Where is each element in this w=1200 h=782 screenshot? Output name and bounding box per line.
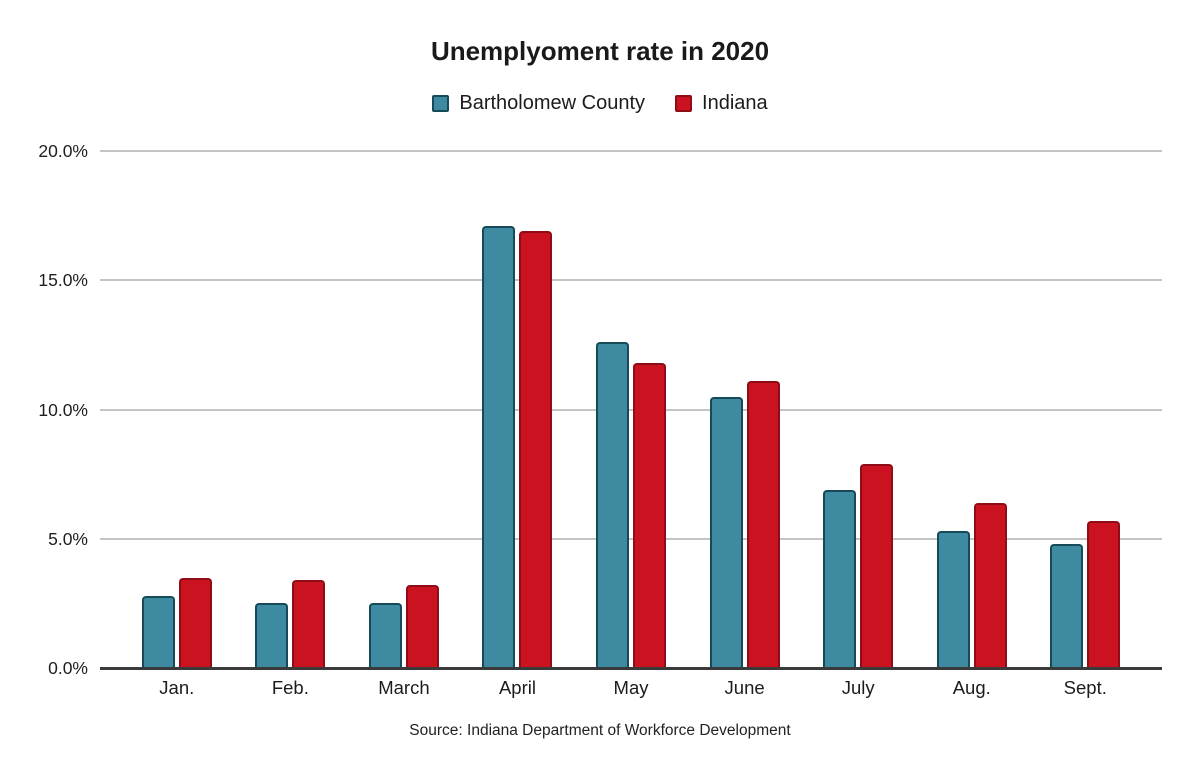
gridline-5-0 [100,537,1162,540]
legend-label-bartholomew-county: Bartholomew County [459,92,646,114]
bar-group-aug: Aug. [915,151,1029,698]
plot-area: 0.0% 5.0% 10.0% 15.0% 20.0% Jan. Feb. March Apri… [38,141,1162,698]
bar-group-july: July [801,151,915,698]
bar-bartholomew-county-jan [141,595,175,668]
bar-group-sept: Sept. [1029,151,1143,698]
bar-bartholomew-county-june [709,396,743,668]
x-axis-line [100,667,1162,670]
x-axis-label-jan: Jan. [159,677,195,698]
legend-label-indiana: Indiana [702,92,768,114]
bar-group-feb: Feb. [234,151,348,698]
bar-bartholomew-county-july [823,489,857,668]
bar-groups: Jan. Feb. March April May June July Aug. Sept. [100,151,1162,698]
x-axis-label-sept: Sept. [1063,677,1107,698]
bar-group-april: April [461,151,575,698]
y-tick-label-5-0: 5.0% [48,528,88,549]
x-axis-label-june: June [724,677,765,698]
y-tick-label-15-0: 15.0% [38,270,88,291]
x-axis-label-july: July [841,677,875,698]
bar-bartholomew-county-sept [1050,543,1084,668]
bar-indiana-aug [973,502,1007,668]
bar-bartholomew-county-april [482,225,516,668]
y-tick-label-10-0: 10.0% [38,399,88,420]
gridline-15-0 [100,279,1162,282]
bar-indiana-feb [292,580,326,668]
bar-indiana-march [405,585,439,668]
legend-swatch-bartholomew-county [432,95,450,112]
bar-group-jan: Jan. [120,151,234,698]
gridline-10-0 [100,408,1162,411]
chart-title: Unemplyoment rate in 2020 [430,36,770,66]
y-tick-label-0-0: 0.0% [48,658,88,678]
bar-bartholomew-county-may [596,342,630,668]
bar-indiana-july [860,463,894,668]
source-note: Source: Indiana Department of Workforce … [409,722,791,739]
legend-item-indiana: Indiana [675,92,768,115]
x-axis-label-may: May [613,677,649,698]
bar-bartholomew-county-feb [255,603,289,668]
x-axis-label-aug: Aug. [952,677,991,698]
bar-group-may: May [574,151,688,698]
chart-legend: Bartholomew County Indiana [0,92,1200,115]
legend-swatch-indiana [675,95,693,112]
bar-indiana-sept [1087,520,1121,668]
x-axis-label-feb: Feb. [271,677,309,698]
bar-group-march: March [347,151,461,698]
bar-bartholomew-county-aug [936,531,970,668]
bar-indiana-jan [178,577,212,668]
gridline-20-0 [100,150,1162,152]
legend-item-bartholomew-county: Bartholomew County [432,92,645,115]
bar-indiana-june [746,381,780,668]
bar-group-june: June [688,151,802,698]
y-tick-label-20-0: 20.0% [38,141,88,161]
bar-bartholomew-county-march [368,603,402,668]
x-axis-label-march: March [378,677,430,698]
bar-indiana-april [519,231,553,668]
x-axis-label-april: April [498,677,536,698]
bar-indiana-may [633,362,667,668]
